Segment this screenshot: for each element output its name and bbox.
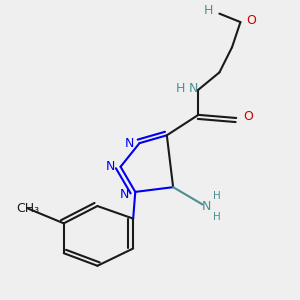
Text: O: O (243, 110, 253, 123)
Text: H: H (204, 4, 214, 17)
Text: H: H (213, 191, 221, 201)
Text: H: H (213, 212, 221, 222)
Text: H: H (176, 82, 185, 94)
Text: N: N (189, 82, 198, 94)
Text: N: N (120, 188, 129, 201)
Text: CH₃: CH₃ (16, 202, 40, 215)
Text: N: N (105, 160, 115, 173)
Text: O: O (246, 14, 256, 27)
Text: N: N (201, 200, 211, 212)
Text: N: N (124, 137, 134, 150)
